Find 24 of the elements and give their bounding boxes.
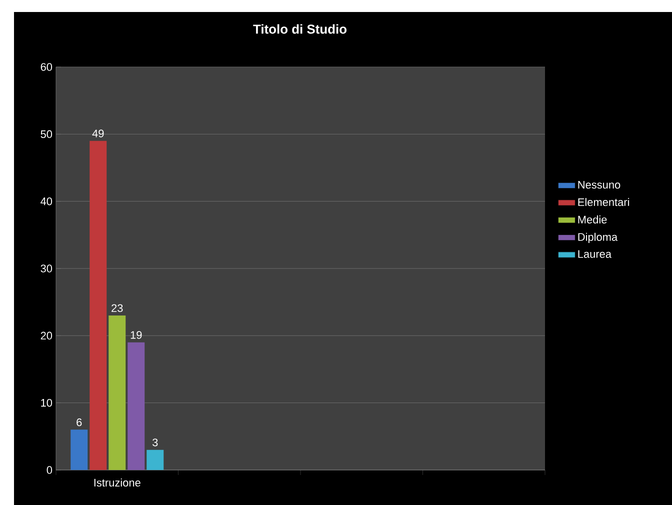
y-tick-label: 40 xyxy=(40,197,52,206)
y-tick-label: 20 xyxy=(40,332,52,340)
legend-label: Nessuno xyxy=(578,180,620,189)
chart-title: Titolo di Studio xyxy=(253,24,347,34)
bar xyxy=(128,342,145,470)
legend-label: Elementari xyxy=(578,198,630,206)
legend-label: Diploma xyxy=(578,232,618,244)
data-label: 19 xyxy=(130,331,142,339)
data-label: 23 xyxy=(112,304,123,312)
x-tick-label: Istruzione xyxy=(94,478,140,487)
data-label: 49 xyxy=(92,130,104,138)
bar xyxy=(146,450,164,470)
bar xyxy=(90,140,107,470)
data-label: 3 xyxy=(152,438,158,446)
bar xyxy=(108,316,126,470)
data-label: 6 xyxy=(76,418,82,426)
y-tick-label: 60 xyxy=(40,63,52,71)
legend-label: Laurea xyxy=(578,250,612,258)
bar xyxy=(70,430,88,470)
y-tick-label: 50 xyxy=(40,130,52,138)
legend-label: Medie xyxy=(578,215,607,224)
y-tick-label: 10 xyxy=(41,398,52,407)
y-tick-label: 30 xyxy=(40,264,52,272)
y-tick-label: 0 xyxy=(46,466,52,474)
